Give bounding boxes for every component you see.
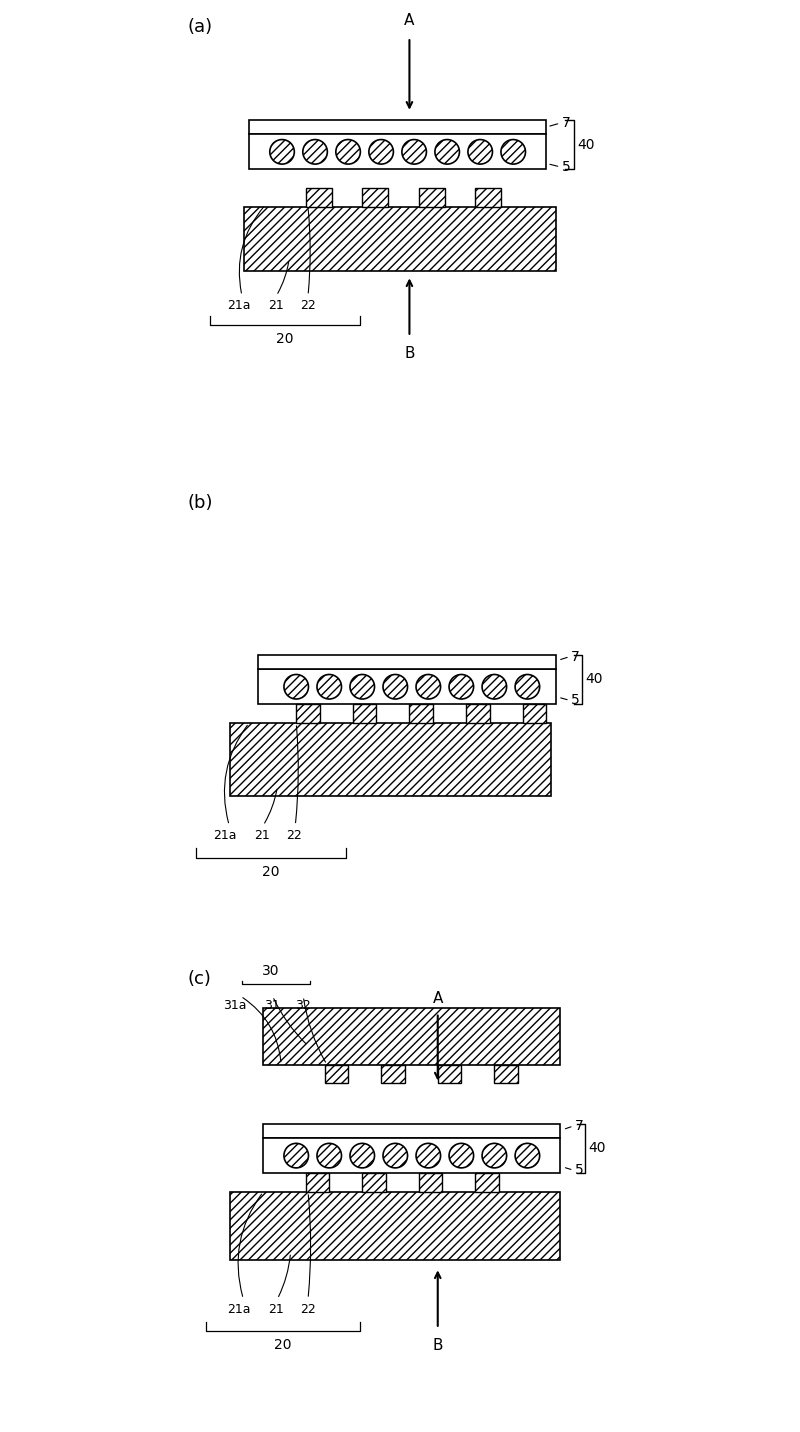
Ellipse shape [350,674,374,699]
Text: 22: 22 [286,829,302,842]
Ellipse shape [383,1143,407,1169]
Text: 21: 21 [254,829,270,842]
Bar [258,654,556,669]
Ellipse shape [416,674,441,699]
Text: 30: 30 [262,964,279,978]
Text: 7: 7 [571,650,580,663]
Text: 40: 40 [589,1141,606,1156]
Ellipse shape [317,674,342,699]
Text: 20: 20 [274,1337,291,1352]
Bar [362,1173,386,1191]
Bar [381,1064,405,1084]
Ellipse shape [416,1143,441,1169]
Ellipse shape [515,674,540,699]
Bar [466,705,490,723]
Ellipse shape [468,139,493,165]
Ellipse shape [369,139,394,165]
Text: 21a: 21a [213,829,236,842]
Text: 40: 40 [586,673,603,686]
Ellipse shape [270,139,294,165]
Text: 40: 40 [577,137,594,152]
Bar [475,1173,499,1191]
Bar [296,705,320,723]
Text: 5: 5 [571,693,580,707]
Text: 21a: 21a [227,1303,250,1316]
Bar [410,705,433,723]
Ellipse shape [449,674,474,699]
Text: B: B [433,1337,443,1353]
Text: (b): (b) [188,494,214,513]
Bar [494,1064,518,1084]
Text: 21: 21 [269,1303,284,1316]
Bar [362,188,388,208]
Ellipse shape [435,139,459,165]
Ellipse shape [336,139,360,165]
Text: 31: 31 [264,1000,279,1012]
Text: 7: 7 [575,1118,584,1133]
Ellipse shape [317,1143,342,1169]
Ellipse shape [284,674,309,699]
Bar [438,1064,462,1084]
Bar [258,669,556,705]
Text: A: A [404,13,414,27]
Bar [263,1124,561,1137]
Ellipse shape [303,139,327,165]
Bar [419,188,445,208]
Text: (a): (a) [188,19,213,36]
Text: 22: 22 [300,299,316,312]
Bar [263,1137,561,1173]
Ellipse shape [350,1143,374,1169]
Ellipse shape [449,1143,474,1169]
Bar [263,1008,561,1064]
Ellipse shape [482,674,506,699]
Text: A: A [433,991,443,1005]
Text: 5: 5 [562,160,570,173]
Bar [306,1173,330,1191]
Text: 22: 22 [300,1303,316,1316]
Bar [475,188,502,208]
Text: 20: 20 [262,865,280,879]
Bar [230,1191,561,1260]
Bar [249,120,546,135]
Text: 21: 21 [269,299,284,312]
Text: 5: 5 [575,1163,584,1177]
Bar [353,705,377,723]
Ellipse shape [482,1143,506,1169]
Ellipse shape [501,139,526,165]
Text: 21a: 21a [227,299,250,312]
Text: (c): (c) [188,971,211,988]
Bar [419,1173,442,1191]
Bar [306,188,331,208]
Bar [230,723,551,796]
Ellipse shape [515,1143,540,1169]
Ellipse shape [284,1143,309,1169]
Text: 20: 20 [276,332,294,347]
Text: 31a: 31a [223,1000,246,1012]
Text: 32: 32 [295,1000,311,1012]
Text: 7: 7 [562,116,570,130]
Bar [325,1064,348,1084]
Ellipse shape [402,139,426,165]
Bar [522,705,546,723]
Ellipse shape [383,674,407,699]
Bar [244,208,556,271]
Bar [249,135,546,169]
Text: B: B [404,347,414,361]
